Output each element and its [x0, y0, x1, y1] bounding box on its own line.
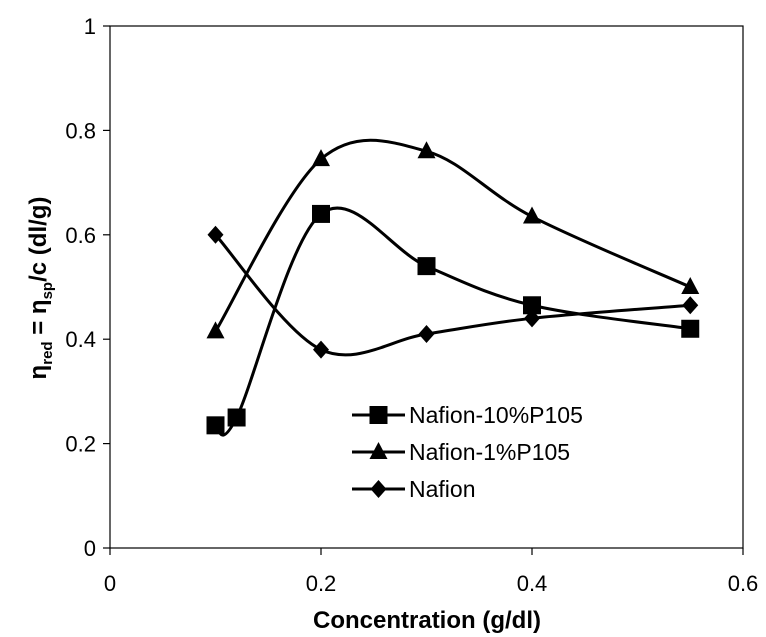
- x-tick-label: 0.4: [517, 571, 548, 596]
- data-point-triangle: [417, 141, 436, 159]
- data-point-triangle: [312, 149, 330, 167]
- plot-frame: [109, 25, 744, 549]
- data-point-square: [681, 319, 700, 338]
- series-line-nafion-1-p105: [214, 138, 691, 333]
- series-line-nafion: [214, 233, 691, 357]
- x-tick-label: 0.2: [306, 571, 337, 596]
- data-point-diamond: [418, 324, 435, 343]
- y-title-sub-sp: sp: [39, 282, 56, 300]
- series-layer: [206, 138, 700, 437]
- legend-item-nafion: Nafion: [352, 476, 475, 502]
- data-point-diamond: [524, 309, 540, 328]
- y-title-eta-1: η: [25, 365, 52, 380]
- data-point-square: [206, 416, 225, 435]
- y-axis-title: ηred = ηsp/c (dl/g): [25, 197, 56, 380]
- legend-label: Nafion: [409, 476, 475, 502]
- series-nafion-10-p105: [206, 204, 700, 437]
- y-title-sub-red: red: [39, 341, 56, 364]
- legend-label: Nafion-10%P105: [409, 402, 583, 428]
- y-tick-label: 0.4: [65, 327, 96, 352]
- data-point-diamond: [313, 340, 329, 359]
- y-tick-label: 0.2: [65, 432, 96, 457]
- legend-marker-diamond: [370, 480, 387, 498]
- axes: 0 0.2 0.4 0.6 0.8 1 0 0.2 0.4 0.6: [65, 14, 758, 596]
- data-point-diamond: [207, 225, 224, 244]
- x-tick-label: 0.6: [728, 571, 759, 596]
- data-point-square: [523, 296, 541, 315]
- legend-marker-square: [369, 406, 388, 424]
- legend-item-nafion-1-p105: Nafion-1%P105: [352, 439, 570, 465]
- legend-marker-triangle: [369, 442, 388, 459]
- data-point-triangle: [681, 277, 700, 294]
- legend: Nafion-10%P105 Nafion-1%P105 Nafion: [352, 402, 583, 502]
- y-tick-label: 0.8: [65, 118, 96, 143]
- data-point-diamond: [682, 296, 699, 315]
- y-tick-label: 0.6: [65, 223, 96, 248]
- y-tick-label: 1: [84, 14, 96, 39]
- x-tick-label: 0: [104, 571, 116, 596]
- legend-item-nafion-10-p105: Nafion-10%P105: [352, 402, 583, 428]
- data-point-square: [227, 408, 246, 427]
- y-title-mid: = η: [25, 299, 52, 341]
- x-axis-title: Concentration (g/dl): [313, 607, 541, 634]
- legend-label: Nafion-1%P105: [409, 439, 570, 465]
- series-nafion-1-p105: [206, 138, 700, 339]
- data-point-triangle: [206, 321, 225, 339]
- y-title-tail: /c (dl/g): [25, 197, 52, 282]
- data-point-square: [312, 204, 330, 223]
- y-tick-label: 0: [84, 536, 96, 561]
- data-point-triangle: [523, 206, 541, 224]
- data-point-square: [417, 257, 436, 276]
- series-nafion: [207, 225, 699, 359]
